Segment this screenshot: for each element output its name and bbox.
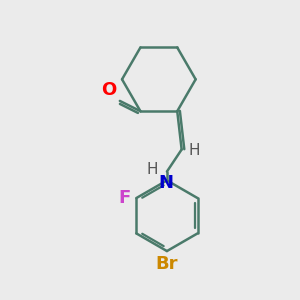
Text: N: N: [159, 174, 174, 192]
Text: Br: Br: [156, 256, 178, 274]
Text: H: H: [146, 162, 158, 177]
Text: O: O: [101, 80, 116, 98]
Text: H: H: [188, 143, 200, 158]
Text: F: F: [119, 189, 131, 207]
